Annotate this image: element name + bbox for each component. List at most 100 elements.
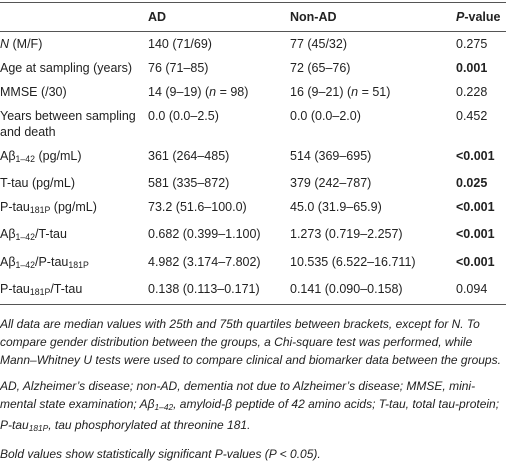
note: All data are median values with 25th and… — [0, 315, 506, 369]
table-cell: 73.2 (51.6–100.0) — [148, 200, 247, 215]
table-cell: 514 (369–695) — [290, 149, 372, 163]
table-cell: <0.001 — [456, 195, 506, 222]
subscript: 1–42 — [15, 259, 35, 270]
text: 14 (9–19) ( — [148, 85, 210, 99]
table-cell: Age at sampling (years) — [0, 61, 133, 75]
text: (M/F) — [9, 37, 43, 51]
table-cell: 77 (45/32) — [290, 37, 347, 51]
subscript: 1–42 — [15, 154, 35, 165]
table-cell: 45.0 (31.9–65.9) — [290, 200, 382, 215]
text: /T-tau — [35, 227, 67, 242]
table-cell: N (M/F) — [0, 32, 148, 57]
table-cell: 0.025 — [456, 171, 506, 195]
header-cell: AD — [148, 2, 290, 32]
table-cell: Aβ1–42 (pg/mL) — [0, 144, 148, 171]
p-value: <0.001 — [456, 227, 495, 242]
note: AD, Alzheimer’s disease; non-AD, dementi… — [0, 377, 506, 437]
text: /T-tau — [50, 281, 83, 296]
table-row: Aβ1–42 (pg/mL) 361 (264–485) 514 (369–695)… — [0, 144, 506, 171]
table-cell: 0.0 (0.0–2.5) — [148, 109, 219, 123]
text: AD, Alzheimer’s disease; non-AD, dementi… — [0, 378, 476, 411]
p-value: <0.001 — [456, 200, 495, 215]
subscript: 181P — [29, 286, 51, 297]
p-value: <0.001 — [456, 254, 495, 269]
table-cell: 14 (9–19) (n = 98) — [148, 80, 290, 104]
subscript: 181P — [29, 205, 51, 216]
table-cell: 4.982 (3.174–7.802) — [148, 254, 261, 269]
table-cell: <0.001 — [456, 144, 506, 171]
table-row: N (M/F) 140 (71/69) 77 (45/32) 0.275 — [0, 32, 506, 57]
table-cell: 16 (9–21) (n = 51) — [290, 80, 456, 104]
subscript: 1–42 — [15, 232, 35, 243]
text: , tau phosphorylated at threonine 181. — [48, 418, 251, 433]
table-cell: 581 (335–872) — [148, 176, 230, 191]
text: (pg/mL) — [35, 149, 82, 163]
text: = 51) — [358, 85, 391, 99]
table-cell: P-tau181P/T-tau — [0, 276, 148, 305]
table-cell: 0.141 (0.090–0.158) — [290, 276, 456, 305]
table-row: MMSE (/30) 14 (9–19) (n = 98) 16 (9–21) (n… — [0, 80, 506, 104]
table-cell: 361 (264–485) — [148, 149, 230, 163]
table-row: Aβ1–42/P-tau181P 4.982 (3.174–7.802) 10.53… — [0, 250, 506, 277]
header-cell — [0, 2, 148, 32]
p-value: <0.001 — [456, 149, 495, 163]
text: = 98) — [216, 85, 249, 99]
table-cell: 0.001 — [456, 56, 506, 80]
table-row: P-tau181P/T-tau 0.138 (0.113–0.171) 0.141 … — [0, 276, 506, 305]
table-row: T-tau (pg/mL) 581 (335–872) 379 (242–787) 0… — [0, 171, 506, 195]
text: All data are median values with 25th and… — [0, 316, 501, 367]
table-cell: 0.0 (0.0–2.0) — [290, 109, 361, 123]
text: (pg/mL) — [50, 200, 97, 215]
text: -value — [464, 10, 501, 24]
table-cell: Years between sampling and death — [0, 109, 136, 139]
italic-text: n — [351, 85, 359, 99]
note: Bold values show statistically significa… — [0, 445, 506, 463]
text: Aβ — [0, 254, 16, 269]
table-cell: <0.001 — [456, 222, 506, 249]
header-cell: P-value — [456, 2, 506, 32]
text: P-tau — [0, 200, 30, 215]
p-value: 0.001 — [456, 61, 488, 75]
text: Aβ — [0, 227, 16, 242]
p-value: 0.452 — [456, 109, 488, 123]
italic-text: N — [0, 37, 10, 51]
subscript: 181P — [28, 423, 49, 434]
table-cell: 379 (242–787) — [290, 176, 372, 191]
subscript: 1–42 — [154, 402, 174, 413]
text: P-tau — [0, 281, 30, 296]
table-cell: P-tau181P (pg/mL) — [0, 195, 148, 222]
p-value: 0.228 — [456, 85, 488, 99]
table-cell: Aβ1–42/T-tau — [0, 222, 148, 249]
table-row: P-tau181P (pg/mL) 73.2 (51.6–100.0) 45.0 (… — [0, 195, 506, 222]
header-cell: Non-AD — [290, 2, 456, 32]
header-row: AD Non-AD P-value — [0, 2, 506, 32]
text: 16 (9–21) ( — [290, 85, 352, 99]
text: /P-tau — [35, 254, 69, 269]
text: , amyloid-β peptide of 42 amino acids; T… — [0, 396, 500, 433]
italic-text: n — [209, 85, 217, 99]
p-value: 0.275 — [456, 37, 488, 51]
table-cell: 0.452 — [456, 104, 506, 144]
table-cell: 76 (71–85) — [148, 61, 209, 75]
italic-text: P — [456, 10, 465, 24]
table-cell: MMSE (/30) — [0, 85, 67, 99]
subscript: 181P — [68, 259, 89, 270]
p-value: 0.094 — [456, 281, 488, 296]
table-cell: Aβ1–42/P-tau181P — [0, 250, 148, 277]
table-row: Age at sampling (years) 76 (71–85) 72 (65–… — [0, 56, 506, 80]
table-cell: 0.228 — [456, 80, 506, 104]
table-row: Aβ1–42/T-tau 0.682 (0.399–1.100) 1.273 (0.… — [0, 222, 506, 249]
table-cell: 0.094 — [456, 276, 506, 305]
table-cell: 0.275 — [456, 32, 506, 57]
table-body: N (M/F) 140 (71/69) 77 (45/32) 0.275 Age at … — [0, 32, 506, 305]
table-cell: 140 (71/69) — [148, 37, 212, 51]
data-table: AD Non-AD P-value N (M/F) 140 (71/69) 77 (45… — [0, 2, 506, 305]
table-cell: 0.138 (0.113–0.171) — [148, 276, 290, 305]
table-cell: 0.682 (0.399–1.100) — [148, 227, 261, 242]
table-cell: T-tau (pg/mL) — [0, 176, 76, 191]
text: Bold values show statistically significa… — [0, 447, 321, 462]
notes: All data are median values with 25th and… — [0, 315, 506, 463]
table-row: Years between sampling and death 0.0 (0.0… — [0, 104, 506, 144]
text: Aβ — [0, 149, 16, 163]
